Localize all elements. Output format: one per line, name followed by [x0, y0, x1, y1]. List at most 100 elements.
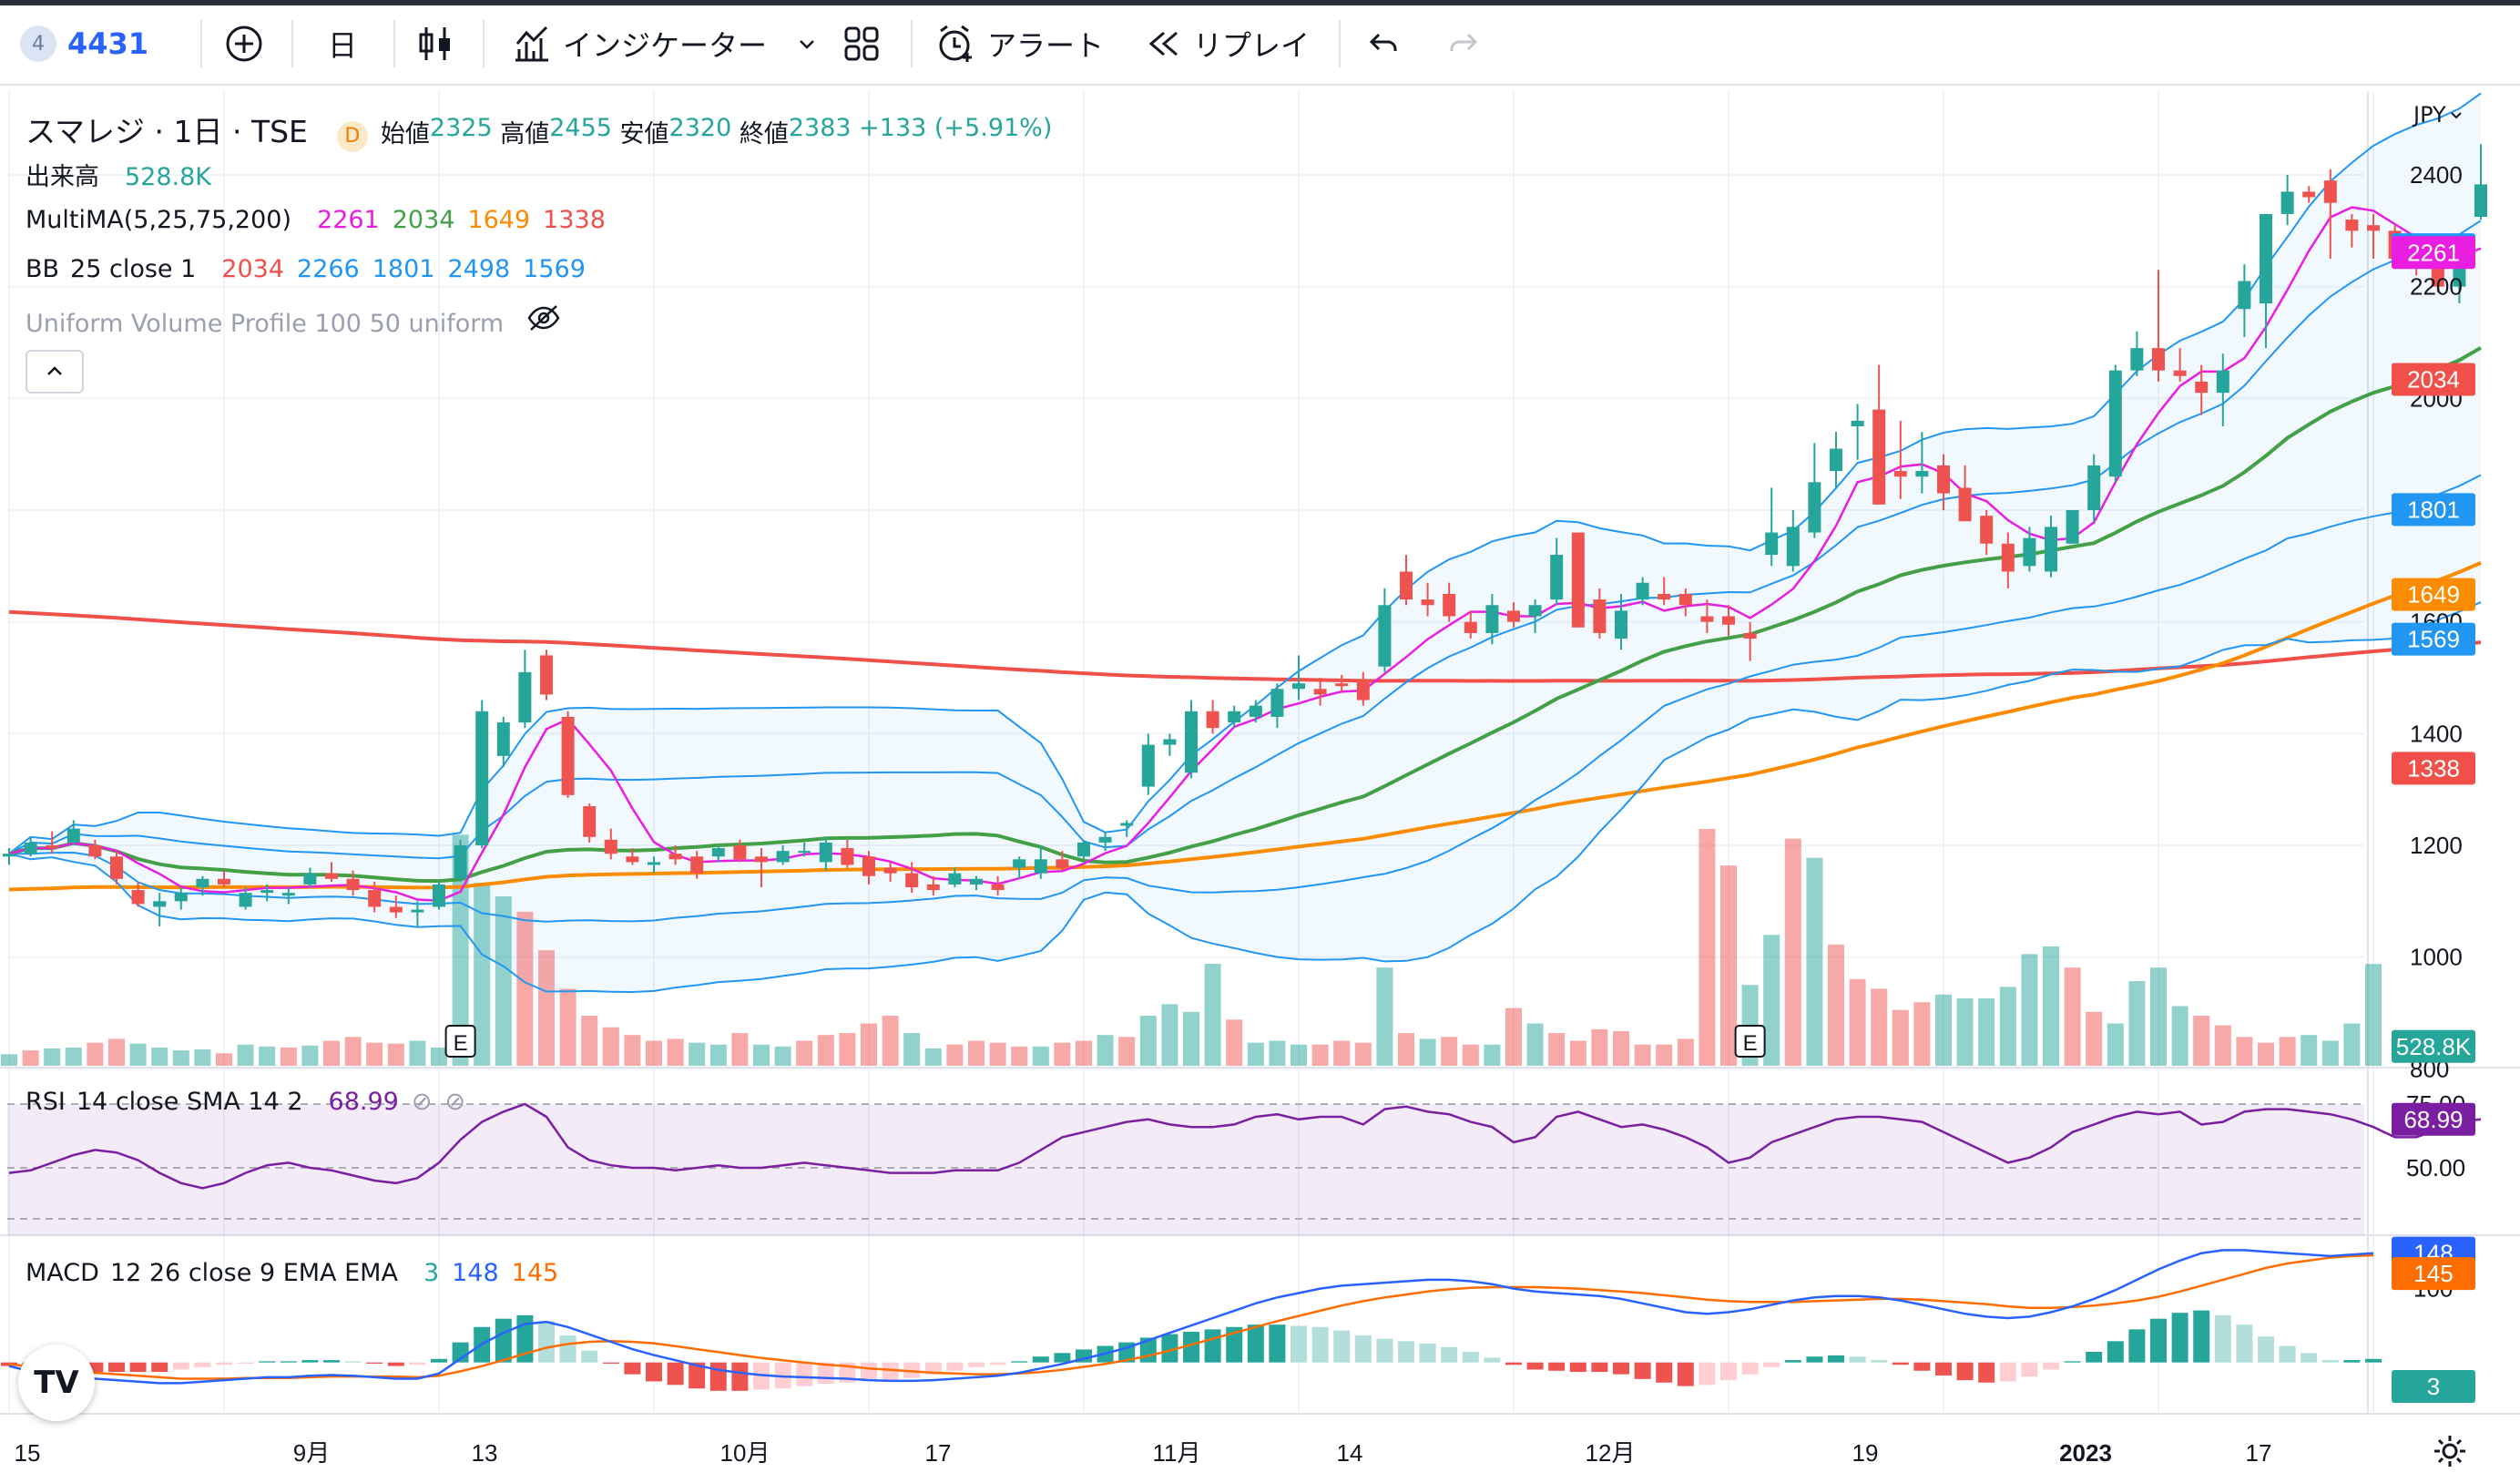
bb-lower1-line	[9, 474, 2482, 923]
chart-area[interactable]: EE24002200200016001400120010008002266226…	[0, 87, 2520, 1483]
interval-button[interactable]: 日	[328, 18, 357, 69]
volume-bar	[2279, 1037, 2296, 1066]
macd-histogram-bar	[409, 1362, 426, 1365]
multima-label: MultiMA(5,25,75,200)	[26, 206, 292, 234]
volume-bar	[387, 1043, 404, 1066]
macd-histogram-bar	[431, 1358, 447, 1363]
volume-bar	[1505, 1007, 1522, 1066]
rsi-band-fill	[7, 1104, 2364, 1235]
volume-bar	[1849, 978, 1866, 1066]
alert-button[interactable]: アラート	[936, 18, 1104, 69]
macd-histogram-bar	[924, 1362, 942, 1375]
volume-bar	[2150, 967, 2167, 1066]
high-label: 高値	[500, 120, 550, 148]
macd-histogram-bar	[2086, 1352, 2103, 1363]
macd-histogram-bar	[1398, 1341, 1414, 1363]
volume-bar	[1634, 1044, 1651, 1066]
macd-histogram-bar	[1505, 1362, 1522, 1365]
candle-body	[883, 867, 897, 874]
volume-bar	[1, 1054, 17, 1066]
redo-button[interactable]	[1444, 18, 1481, 69]
volume-bar	[65, 1047, 82, 1066]
volume-bar	[2214, 1025, 2231, 1066]
candle-body	[1421, 599, 1434, 606]
candle-body	[711, 848, 725, 857]
undo-button[interactable]	[1366, 18, 1403, 69]
volume-bar	[1569, 1040, 1586, 1066]
earnings-marker[interactable]: E	[444, 1025, 476, 1058]
delay-badge: D	[336, 121, 368, 152]
candle-body	[1851, 420, 1864, 426]
macd-histogram-bar	[1226, 1326, 1243, 1363]
macd-histogram-bar	[516, 1314, 534, 1363]
candle-body	[1400, 571, 1413, 600]
macd-histogram-bar	[1656, 1362, 1673, 1383]
candle-body	[1571, 532, 1585, 628]
collapse-legend-button[interactable]	[26, 350, 84, 394]
macd-histogram-bar	[989, 1362, 1006, 1365]
volume-bar	[409, 1040, 426, 1066]
macd-value: 148	[452, 1259, 499, 1287]
rsi-legend[interactable]: RSI 14 close SMA 14 2 68.99 ⊘ ⊘	[26, 1088, 465, 1116]
redo-icon	[1450, 33, 1478, 51]
candle-body	[841, 848, 854, 865]
volume-profile-legend[interactable]: Uniform Volume Profile 100 50 uniform	[26, 304, 562, 338]
symbol-search-button[interactable]: 4 4431	[20, 18, 148, 69]
ohlc-values: 始値 2325 高値 2455 安値 2320 終値 2383 +133 (+5.91%…	[381, 114, 1052, 149]
macd-legend[interactable]: MACD 12 26 close 9 EMA EMA 3 148 145	[26, 1259, 558, 1287]
candle-body	[1528, 605, 1542, 617]
candle-body	[1206, 711, 1219, 729]
chevron-down-icon	[800, 40, 814, 49]
compare-add-button[interactable]	[224, 18, 264, 69]
candle-body	[433, 884, 445, 907]
macd-histogram-bar	[1291, 1325, 1307, 1363]
macd-histogram-bar	[1032, 1356, 1049, 1363]
macd-histogram-bar	[1978, 1362, 1995, 1383]
tradingview-logo[interactable]: TV	[18, 1345, 95, 1421]
layouts-button[interactable]	[843, 18, 880, 69]
volume-bar	[1806, 857, 1823, 1066]
candle-body	[1378, 605, 1392, 667]
currency-selector[interactable]: JPY	[2413, 102, 2463, 128]
time-axis-label: 19	[1852, 1439, 1879, 1467]
bb-legend[interactable]: BB 25 close 1 2034 2266 1801 2498 1569	[26, 255, 586, 283]
candle-body	[1443, 594, 1456, 617]
interval-label: 日	[328, 28, 358, 63]
volume-bar	[280, 1047, 297, 1066]
macd-histogram-bar	[1354, 1335, 1372, 1363]
rsi-axis-tick: 50.00	[2406, 1154, 2465, 1181]
candle-body	[303, 873, 317, 885]
macd-histogram-bar	[1569, 1362, 1586, 1373]
volume-bar	[1913, 1002, 1931, 1066]
macd-price-tag	[2392, 1370, 2475, 1403]
macd-histogram-bar	[216, 1362, 232, 1365]
volume-bar	[1484, 1044, 1501, 1066]
macd-histogram-bar	[1871, 1360, 1888, 1363]
candle-body	[1808, 482, 1821, 533]
candle-body	[970, 878, 983, 885]
candle-body	[1485, 605, 1499, 633]
volume-bar	[344, 1037, 362, 1066]
macd-histogram-bar	[1591, 1362, 1608, 1373]
macd-histogram-bar	[1484, 1357, 1501, 1363]
candle-body	[2260, 213, 2272, 304]
indicators-button[interactable]: インジケーター	[512, 18, 818, 69]
eye-off-icon[interactable]	[525, 304, 562, 332]
volume-legend[interactable]: 出来高 528.8K	[26, 157, 211, 192]
replay-button[interactable]: リプレイ	[1146, 18, 1310, 69]
chart-type-button[interactable]	[417, 18, 454, 69]
candle-body	[1743, 632, 1757, 639]
multima-legend[interactable]: MultiMA(5,25,75,200) 2261 2034 1649 1338	[26, 206, 606, 234]
macd-price-tag-label: 145	[2413, 1260, 2453, 1287]
earnings-marker[interactable]: E	[1734, 1025, 1766, 1058]
macd-histogram-bar	[903, 1362, 921, 1378]
macd-histogram-bar	[1311, 1326, 1329, 1363]
candle-body	[1335, 683, 1349, 687]
time-axis-label: 17	[925, 1439, 952, 1467]
candle-body	[153, 901, 167, 907]
settings-gear-icon[interactable]	[2432, 1433, 2468, 1469]
macd-histogram-bar	[87, 1362, 104, 1373]
price-axis-tick: 1400	[2410, 720, 2463, 747]
price-tag-label: 2261	[2407, 239, 2460, 266]
candle-body	[88, 845, 102, 857]
